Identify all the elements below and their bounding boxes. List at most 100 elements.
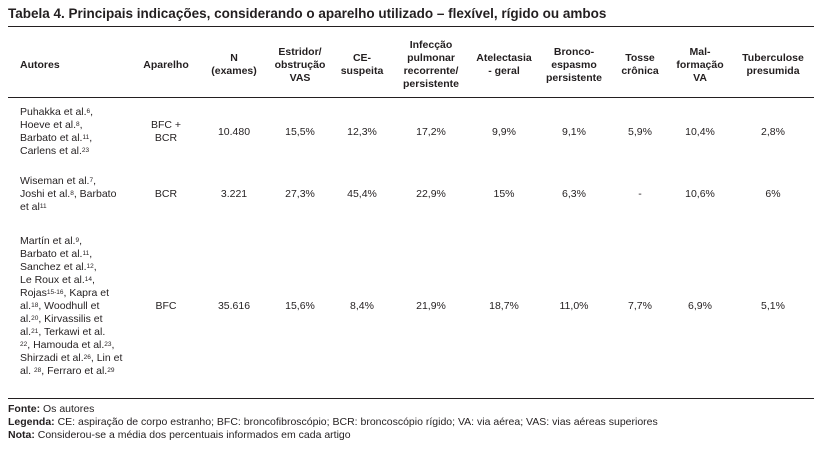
reference-superscript: 11: [82, 249, 90, 257]
reference-superscript: 22: [20, 340, 28, 348]
author-text: al.: [20, 325, 32, 338]
author-text: et al: [20, 200, 40, 213]
value-cell: 18,7%: [489, 299, 519, 312]
author-text: ,: [92, 273, 95, 286]
column-header-line: presumida: [746, 65, 800, 77]
table-footer: Fonte: Os autores Legenda: CE: aspiração…: [8, 403, 658, 442]
column-header-line: - geral: [488, 65, 520, 77]
column-header-line: persistente: [545, 71, 603, 84]
author-text: ,: [93, 260, 97, 273]
author-line: al. 28, Ferraro et al.29: [20, 365, 128, 378]
device-cell: BCR: [130, 167, 202, 221]
author-line: Martín et al.9,: [20, 235, 128, 248]
column-header-line: recorrente/: [403, 65, 459, 77]
value-cell: 6%: [765, 187, 781, 200]
value-cell: 3.221: [220, 187, 248, 200]
author-text: ,: [89, 247, 93, 260]
author-line: Rojas15-16, Kapra et: [20, 287, 128, 300]
table-row: Wiseman et al.7, Joshi et al.8, Barbato et…: [8, 167, 814, 221]
device-cell: BFC: [130, 221, 202, 391]
bottom-rule: [8, 398, 814, 399]
reference-superscript: 6: [86, 108, 91, 115]
value-cell: 12,3%: [347, 125, 377, 138]
author-text: ,: [89, 132, 93, 144]
author-text: , Lin et: [90, 351, 123, 364]
author-line: Shirzadi et al.26, Lin et: [20, 352, 128, 365]
column-header: Mal-formação VA: [668, 33, 732, 97]
reference-superscript: 8: [76, 121, 80, 128]
author-text: , Terkawi et al.: [38, 325, 106, 338]
reference-superscript: 26: [83, 353, 91, 361]
value-cell: 15,6%: [285, 299, 315, 312]
reference-superscript: 28: [34, 366, 42, 374]
value-cell: -: [638, 187, 642, 200]
author-text: , Ferraro et al.: [41, 364, 108, 377]
reference-superscript: 23: [81, 147, 90, 154]
authors-cell: Wiseman et al.7, Joshi et al.8, Barbato et…: [8, 167, 130, 221]
table-row: Puhakka et al.6, Hoeve et al.8, Barbato et…: [8, 97, 814, 167]
value-cell: 15,5%: [285, 125, 315, 138]
column-header-line: persistente: [402, 78, 460, 90]
authors-cell: Puhakka et al.6, Hoeve et al.8, Barbato et…: [8, 97, 130, 167]
value-cell: 8,4%: [350, 299, 374, 312]
column-header-line: obstrução: [274, 58, 326, 71]
source-label: Fonte:: [8, 403, 41, 415]
author-text: ,: [90, 106, 94, 118]
column-header-line: CE-: [352, 52, 372, 64]
author-text: Joshi et al.: [20, 187, 71, 200]
column-header: Infecção pulmonar recorrente/persistente: [390, 33, 472, 97]
author-line: 22, Hamouda et al.23,: [20, 339, 128, 352]
author-text: ,: [93, 174, 96, 187]
author-line: Barbato et al.11,: [20, 132, 128, 145]
author-line: et al11: [20, 201, 128, 214]
column-header-line: pulmonar: [407, 52, 455, 64]
column-header-line: Tuberculose: [742, 52, 804, 64]
author-text: Martín et al.: [20, 234, 76, 247]
reference-superscript: 11: [82, 134, 90, 141]
author-text: Barbato et al.: [20, 247, 83, 260]
device-cell: BFC + BCR: [130, 97, 202, 167]
author-text: Barbato et al.: [20, 132, 83, 144]
reference-superscript: 7: [89, 176, 94, 184]
column-header-line: espasmo: [551, 58, 597, 71]
column-header-line: (exames): [211, 65, 257, 77]
reference-superscript: 11: [39, 202, 47, 210]
column-header: Autores: [8, 33, 130, 97]
footer-note: Nota: Considerou-se a média dos percentu…: [8, 429, 658, 442]
header-row: Autores Aparelho N (exames) Estridor/obstruç…: [8, 33, 814, 97]
author-line: Wiseman et al.7,: [20, 175, 128, 188]
column-header-line: Atelectasia: [476, 52, 532, 64]
reference-superscript: 9: [75, 236, 80, 244]
value-cell: 21,9%: [416, 299, 446, 312]
author-text: Hoeve et al.: [20, 119, 77, 131]
value-cell: 9,1%: [562, 125, 586, 138]
authors-cell: Martín et al.9, Barbato et al.11, Sanchez …: [8, 221, 130, 391]
reference-superscript: 14: [84, 275, 93, 283]
author-text: , Barbato: [73, 187, 117, 200]
column-header: Estridor/obstrução VAS: [266, 33, 334, 97]
column-header-line: crônica: [621, 65, 659, 77]
footer-legend: Legenda: CE: aspiração de corpo estranho…: [8, 416, 658, 429]
value-cell: 35.616: [217, 299, 251, 312]
author-line: Hoeve et al.8,: [20, 119, 128, 132]
column-header-line: Autores: [20, 58, 60, 71]
top-rule: [8, 26, 814, 27]
value-cell: 10,4%: [685, 125, 715, 138]
author-text: , Hamouda et al.: [27, 338, 105, 351]
column-header-line: N: [230, 52, 238, 64]
legend-label: Legenda:: [8, 416, 55, 428]
value-cell: 7,7%: [628, 299, 652, 312]
value-cell: 2,8%: [761, 125, 785, 138]
reference-superscript: 21: [31, 327, 39, 335]
reference-superscript: 8: [70, 189, 74, 197]
author-text: , Kapra et: [63, 286, 110, 299]
column-header: Tosse crônica: [612, 33, 668, 97]
device-text: BCR: [154, 132, 178, 144]
author-line: Le Roux et al.14,: [20, 274, 128, 287]
header-rule: [8, 97, 814, 98]
table-row: Martín et al.9, Barbato et al.11, Sanchez …: [8, 221, 814, 391]
table-title: Tabela 4. Principais indicações, conside…: [8, 6, 607, 21]
column-header-line: Mal-: [689, 45, 711, 58]
column-header: Aparelho: [130, 33, 202, 97]
